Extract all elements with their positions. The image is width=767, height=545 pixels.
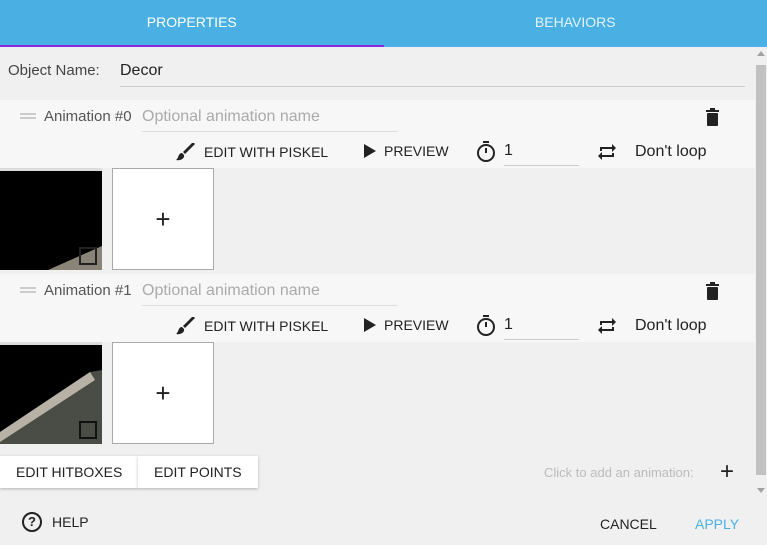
preview-label: PREVIEW — [384, 317, 449, 333]
preview-button[interactable]: PREVIEW — [364, 317, 449, 333]
sprite-image — [0, 168, 102, 270]
add-frame-button[interactable]: + — [112, 168, 214, 270]
repeat-icon[interactable] — [597, 316, 617, 336]
tab-properties[interactable]: PROPERTIES — [0, 0, 384, 47]
timer-icon — [477, 315, 495, 336]
add-animation-hint: Click to add an animation: — [544, 465, 694, 480]
delete-animation-icon[interactable] — [706, 282, 719, 300]
fps-input[interactable]: 1 — [504, 312, 579, 340]
animation-title: Animation #1 — [44, 282, 132, 299]
fps-input[interactable]: 1 — [504, 138, 579, 166]
add-frame-button[interactable]: + — [112, 342, 214, 444]
drag-handle-icon[interactable] — [20, 113, 36, 119]
edit-with-piskel-button[interactable]: EDIT WITH PISKEL — [176, 143, 328, 161]
edit-points-button[interactable]: EDIT POINTS — [138, 456, 258, 488]
preview-label: PREVIEW — [384, 143, 449, 159]
help-label: HELP — [52, 514, 89, 530]
edit-with-piskel-button[interactable]: EDIT WITH PISKEL — [176, 317, 328, 335]
animation-name-input[interactable]: Optional animation name — [142, 280, 398, 306]
animation-title: Animation #0 — [44, 108, 132, 125]
animation-1-header: Animation #1 Optional animation name EDI… — [0, 274, 755, 342]
paintbrush-icon — [176, 143, 195, 161]
apply-button[interactable]: APPLY — [695, 516, 740, 532]
scrollbar[interactable] — [755, 47, 767, 495]
delete-animation-icon[interactable] — [706, 108, 719, 126]
add-animation-button[interactable]: + — [720, 458, 735, 485]
animation-name-input[interactable]: Optional animation name — [142, 106, 398, 132]
play-icon — [364, 144, 376, 158]
object-name-label: Object Name: — [8, 62, 100, 79]
animation-0-header: Animation #0 Optional animation name EDI… — [0, 100, 755, 168]
object-name-input[interactable]: Decor — [120, 56, 745, 87]
loop-toggle[interactable]: Don't loop — [635, 317, 707, 334]
loop-toggle[interactable]: Don't loop — [635, 143, 707, 160]
scroll-down-arrow-icon[interactable] — [757, 488, 765, 493]
scrollbar-thumb[interactable] — [756, 65, 766, 475]
cancel-button[interactable]: CANCEL — [600, 516, 657, 532]
repeat-icon[interactable] — [597, 142, 617, 162]
help-button[interactable]: ? HELP — [22, 512, 89, 532]
sprite-image — [0, 342, 102, 444]
edit-with-piskel-label: EDIT WITH PISKEL — [204, 144, 329, 160]
edit-with-piskel-label: EDIT WITH PISKEL — [204, 318, 329, 334]
help-icon: ? — [22, 512, 42, 532]
drag-handle-icon[interactable] — [20, 287, 36, 293]
scroll-up-arrow-icon[interactable] — [757, 51, 765, 56]
tab-bar: PROPERTIES BEHAVIORS — [0, 0, 767, 47]
preview-button[interactable]: PREVIEW — [364, 143, 449, 159]
tab-behaviors[interactable]: BEHAVIORS — [534, 14, 616, 30]
edit-hitboxes-button[interactable]: EDIT HITBOXES — [0, 456, 139, 488]
sprite-frame-thumbnail[interactable] — [0, 342, 102, 444]
play-icon — [364, 318, 376, 332]
sprite-frame-thumbnail[interactable] — [0, 168, 102, 270]
paintbrush-icon — [176, 317, 195, 335]
timer-icon — [477, 141, 495, 162]
